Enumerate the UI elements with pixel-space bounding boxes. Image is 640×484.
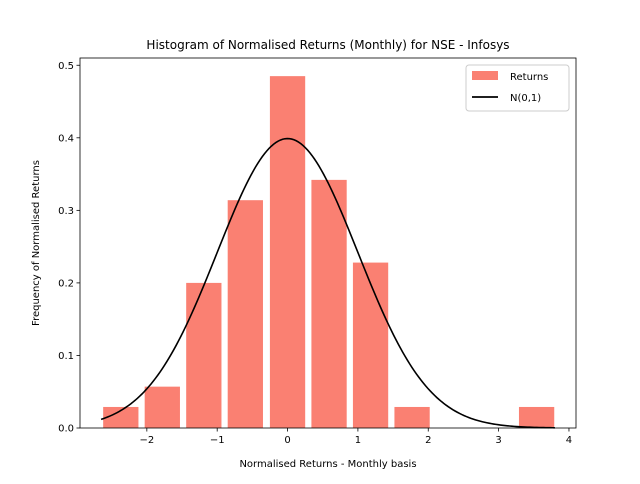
histogram-bar bbox=[352, 262, 389, 428]
x-tick-label: 1 bbox=[355, 435, 361, 446]
histogram-bar bbox=[394, 406, 430, 428]
y-axis-label: Frequency of Normalised Returns bbox=[31, 160, 42, 326]
y-tick-label: 0.0 bbox=[58, 424, 74, 435]
y-tick-label: 0.4 bbox=[58, 133, 74, 144]
x-tick-label: 4 bbox=[566, 435, 572, 446]
histogram-bar bbox=[227, 200, 263, 428]
x-tick-label: 3 bbox=[495, 435, 501, 446]
y-tick-label: 0.2 bbox=[58, 279, 74, 290]
histogram-bar bbox=[311, 179, 347, 428]
ticks-layer: −2 −1 0 1 2 3 4 0.0 0.1 0.2 0.3 0.4 0.5 bbox=[58, 61, 572, 446]
plot-frame bbox=[79, 57, 577, 429]
y-tick-label: 0.1 bbox=[58, 351, 74, 362]
legend: Returns N(0,1) bbox=[465, 64, 570, 112]
x-tick-label: −1 bbox=[210, 435, 225, 446]
x-axis-label: Normalised Returns - Monthly basis bbox=[239, 459, 416, 470]
histogram-bar bbox=[103, 406, 139, 428]
line-layer bbox=[100, 137, 555, 429]
histogram-bar bbox=[144, 386, 180, 428]
histogram-bar bbox=[186, 282, 222, 428]
y-tick-label: 0.5 bbox=[58, 61, 74, 72]
x-tick-label: −2 bbox=[139, 435, 154, 446]
x-tick-label: 2 bbox=[425, 435, 431, 446]
chart-title: Histogram of Normalised Returns (Monthly… bbox=[146, 38, 509, 52]
legend-label-normal: N(0,1) bbox=[510, 93, 541, 104]
x-tick-label: 0 bbox=[284, 435, 290, 446]
y-tick-label: 0.3 bbox=[58, 206, 74, 217]
histogram-bar bbox=[518, 406, 555, 428]
bars-layer bbox=[103, 76, 555, 428]
normal-distribution-line bbox=[100, 137, 555, 429]
legend-label-returns: Returns bbox=[510, 72, 548, 83]
legend-swatch-returns bbox=[472, 71, 498, 80]
histogram-bar bbox=[269, 76, 306, 428]
